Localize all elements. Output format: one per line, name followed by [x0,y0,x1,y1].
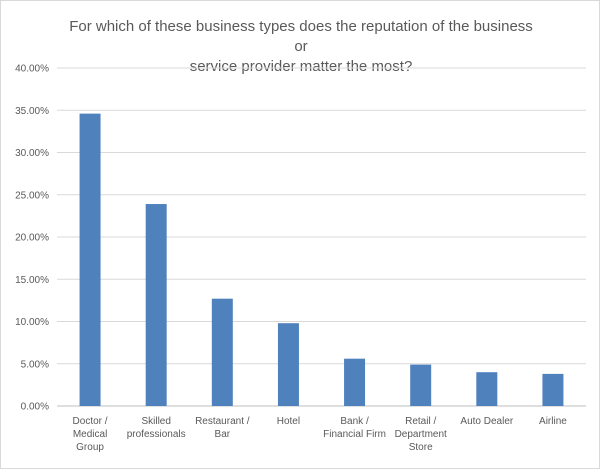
y-tick-label: 40.00% [15,64,49,75]
bar [79,113,101,406]
x-category-label: Doctor / [73,416,108,427]
x-category-label: Restaurant / [195,416,250,427]
x-category-label: Store [409,442,433,453]
x-category-label: professionals [127,429,186,440]
x-category-label: Bar [215,429,231,440]
y-tick-label: 15.00% [15,275,49,286]
x-category-label: Auto Dealer [460,416,513,427]
bar [542,373,564,406]
chart-title: For which of these business types does t… [61,17,541,77]
chart-title-line-1: For which of these business types does t… [69,18,533,55]
bar [145,204,167,406]
bar [211,298,233,406]
x-category-label: Department [395,429,447,440]
x-category-label: Bank / [340,416,369,427]
y-tick-label: 20.00% [15,233,49,244]
x-category-label: Hotel [277,416,300,427]
bar [410,364,432,406]
chart-title-line-2: service provider matter the most? [189,58,413,75]
x-category-label: Medical [73,429,107,440]
x-category-label: Group [76,442,104,453]
x-category-label: Skilled [141,416,170,427]
y-tick-label: 30.00% [15,148,49,159]
bar [476,372,498,406]
y-tick-label: 0.00% [21,402,49,413]
y-tick-label: 10.00% [15,317,49,328]
y-tick-label: 25.00% [15,190,49,201]
bar [344,358,366,406]
x-category-label: Airline [539,416,567,427]
x-category-label: Retail / [405,416,436,427]
bar [277,323,299,406]
x-category-label: Financial Firm [323,429,386,440]
y-tick-label: 35.00% [15,106,49,117]
y-tick-label: 5.00% [21,359,49,370]
